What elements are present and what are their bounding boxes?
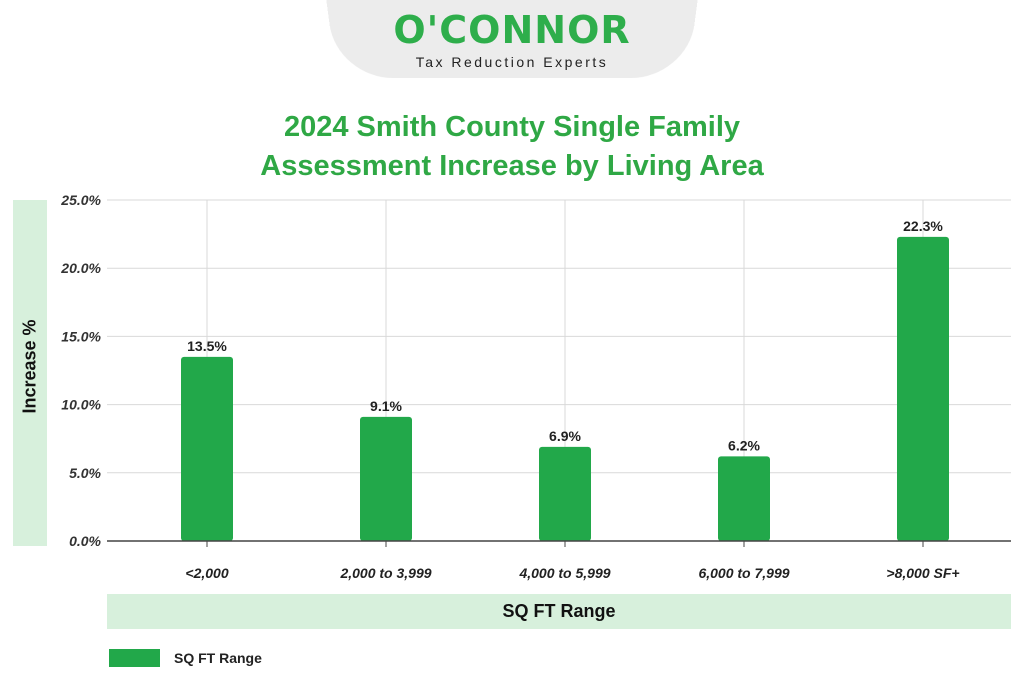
bar — [181, 356, 233, 541]
bar — [539, 446, 591, 541]
bar-value-label: 13.5% — [187, 338, 227, 354]
x-tick-label: <2,000 — [185, 565, 228, 581]
bar-value-label: 6.2% — [728, 437, 760, 453]
x-axis-label: SQ FT Range — [502, 601, 616, 621]
y-tick-label: 10.0% — [61, 397, 101, 413]
brand-tagline: Tax Reduction Experts — [415, 54, 609, 70]
y-tick-label: 25.0% — [60, 192, 101, 208]
brand-logo: O'CONNOR — [393, 8, 631, 52]
y-axis-label-band — [13, 200, 47, 546]
bar — [360, 416, 412, 541]
x-axis-label-band — [107, 594, 1011, 629]
legend-label: SQ FT Range — [174, 650, 262, 666]
x-tick-label: 4,000 to 5,999 — [518, 565, 610, 581]
chart-title: 2024 Smith County Single Family Assessme… — [0, 108, 1024, 186]
bar — [718, 456, 770, 541]
chart-title-line-2: Assessment Increase by Living Area — [260, 150, 764, 182]
chart-title-line-1: 2024 Smith County Single Family — [283, 111, 741, 143]
y-tick-label: 5.0% — [69, 465, 101, 481]
bar-value-label: 9.1% — [370, 398, 402, 414]
y-tick-label: 15.0% — [61, 328, 101, 344]
bar-value-label: 22.3% — [903, 218, 943, 234]
bar-value-label: 6.9% — [549, 428, 581, 444]
y-tick-label: 0.0% — [69, 533, 101, 549]
x-tick-label: >8,000 SF+ — [886, 565, 959, 581]
x-tick-label: 2,000 to 3,999 — [339, 565, 431, 581]
x-tick-label: 6,000 to 7,999 — [698, 565, 789, 581]
legend-swatch — [109, 649, 160, 667]
bar — [897, 236, 949, 541]
y-tick-label: 20.0% — [60, 260, 101, 276]
